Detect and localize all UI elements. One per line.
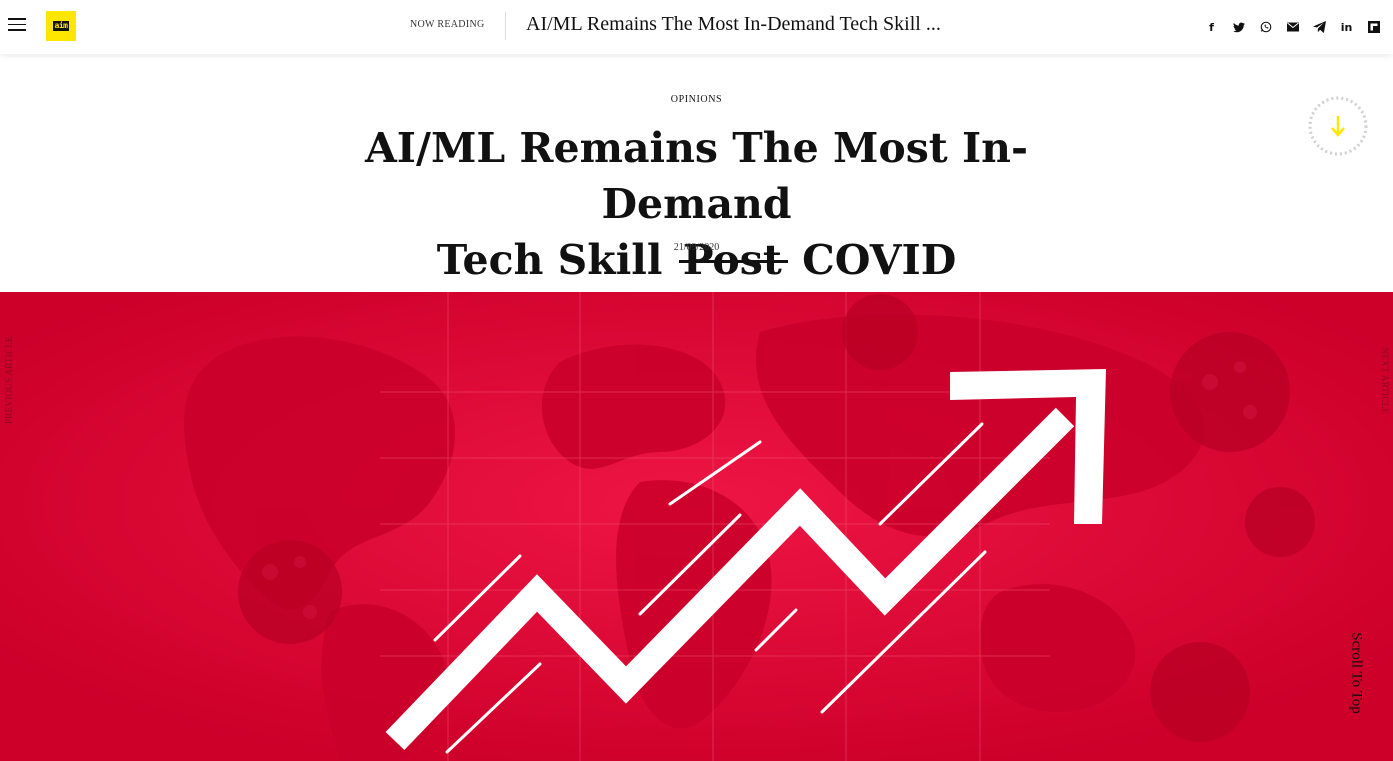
growth-chart-illustration bbox=[0, 292, 1393, 761]
scroll-down-button[interactable] bbox=[1308, 96, 1368, 156]
article-date: 21/09/2020 bbox=[673, 242, 720, 253]
scroll-to-top-link[interactable]: Scroll To Top bbox=[1348, 632, 1365, 714]
telegram-icon[interactable] bbox=[1306, 18, 1333, 36]
linkedin-icon[interactable]: in bbox=[1340, 20, 1353, 34]
flipboard-icon[interactable] bbox=[1360, 18, 1387, 36]
share-bar: f in bbox=[1198, 18, 1387, 36]
hamburger-menu-icon[interactable] bbox=[8, 18, 26, 32]
hero-image bbox=[0, 292, 1393, 761]
article-category[interactable]: OPINIONS bbox=[670, 94, 723, 105]
top-navigation-bar: aim NOW READING AI/ML Remains The Most I… bbox=[0, 0, 1393, 54]
email-icon[interactable] bbox=[1279, 18, 1306, 36]
whatsapp-icon[interactable] bbox=[1252, 18, 1279, 36]
logo-text: aim bbox=[52, 21, 70, 31]
twitter-icon[interactable] bbox=[1225, 18, 1252, 36]
next-article-link[interactable]: NEXT ARTICLE bbox=[1380, 347, 1390, 415]
now-reading-title: AI/ML Remains The Most In-Demand Tech Sk… bbox=[526, 13, 941, 35]
now-reading-label: NOW READING bbox=[410, 19, 485, 30]
facebook-icon[interactable]: f bbox=[1209, 20, 1214, 34]
title-line-1: AI/ML Remains The Most In-Demand bbox=[364, 124, 1028, 228]
scroll-down-arrow-icon bbox=[1308, 96, 1368, 156]
title-pre: Tech Skill bbox=[436, 236, 663, 284]
article-title: AI/ML Remains The Most In-Demand Tech Sk… bbox=[300, 120, 1093, 288]
site-logo[interactable]: aim bbox=[46, 11, 76, 41]
title-post: COVID bbox=[802, 236, 957, 284]
title-struck-word: Post bbox=[682, 236, 782, 284]
previous-article-link[interactable]: PREVIOUS ARTICLE bbox=[4, 335, 14, 425]
header-divider bbox=[505, 12, 506, 40]
